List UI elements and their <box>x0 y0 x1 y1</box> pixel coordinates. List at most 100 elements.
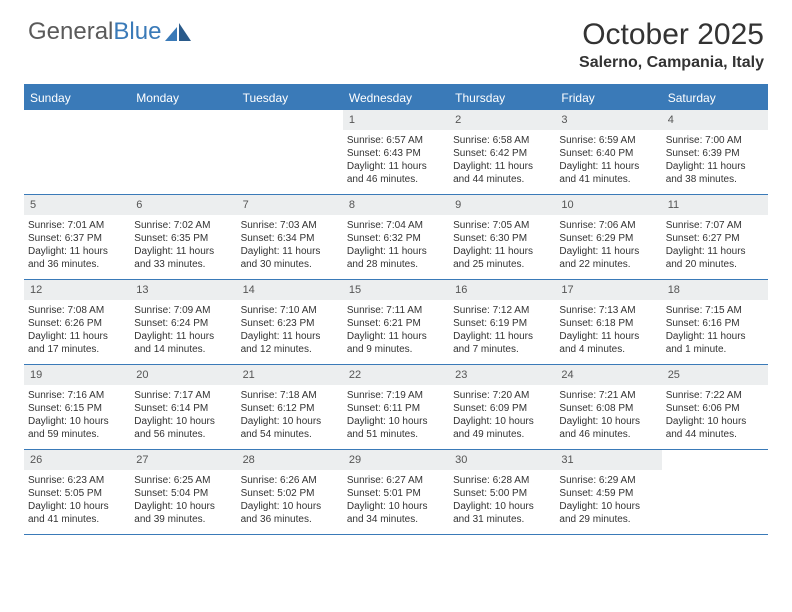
sunrise-line: Sunrise: 6:28 AM <box>453 474 551 487</box>
day-cell: 30Sunrise: 6:28 AMSunset: 5:00 PMDayligh… <box>449 450 555 534</box>
sunset-line: Sunset: 6:27 PM <box>666 232 764 245</box>
sunrise-line: Sunrise: 6:57 AM <box>347 134 445 147</box>
daylight-line: Daylight: 11 hours and 22 minutes. <box>559 245 657 271</box>
sunrise-line: Sunrise: 6:26 AM <box>241 474 339 487</box>
day-body: Sunrise: 7:09 AMSunset: 6:24 PMDaylight:… <box>130 302 236 360</box>
day-number: 23 <box>449 365 555 385</box>
day-cell: 22Sunrise: 7:19 AMSunset: 6:11 PMDayligh… <box>343 365 449 449</box>
day-body: Sunrise: 7:05 AMSunset: 6:30 PMDaylight:… <box>449 217 555 275</box>
day-number: 13 <box>130 280 236 300</box>
daylight-line: Daylight: 11 hours and 4 minutes. <box>559 330 657 356</box>
daylight-line: Daylight: 11 hours and 28 minutes. <box>347 245 445 271</box>
day-cell: 28Sunrise: 6:26 AMSunset: 5:02 PMDayligh… <box>237 450 343 534</box>
sunrise-line: Sunrise: 6:59 AM <box>559 134 657 147</box>
day-cell: 1Sunrise: 6:57 AMSunset: 6:43 PMDaylight… <box>343 110 449 194</box>
day-cell: 27Sunrise: 6:25 AMSunset: 5:04 PMDayligh… <box>130 450 236 534</box>
sunrise-line: Sunrise: 6:25 AM <box>134 474 232 487</box>
sunset-line: Sunset: 6:14 PM <box>134 402 232 415</box>
day-body: Sunrise: 7:06 AMSunset: 6:29 PMDaylight:… <box>555 217 661 275</box>
day-number: 27 <box>130 450 236 470</box>
week-row: 26Sunrise: 6:23 AMSunset: 5:05 PMDayligh… <box>24 450 768 535</box>
sunset-line: Sunset: 6:39 PM <box>666 147 764 160</box>
day-body: Sunrise: 6:28 AMSunset: 5:00 PMDaylight:… <box>449 472 555 530</box>
sunrise-line: Sunrise: 7:19 AM <box>347 389 445 402</box>
day-cell: 14Sunrise: 7:10 AMSunset: 6:23 PMDayligh… <box>237 280 343 364</box>
day-number: 2 <box>449 110 555 130</box>
day-number: 24 <box>555 365 661 385</box>
sunset-line: Sunset: 6:23 PM <box>241 317 339 330</box>
sunset-line: Sunset: 6:42 PM <box>453 147 551 160</box>
day-number: 12 <box>24 280 130 300</box>
week-row: 12Sunrise: 7:08 AMSunset: 6:26 PMDayligh… <box>24 280 768 365</box>
sunrise-line: Sunrise: 7:10 AM <box>241 304 339 317</box>
daylight-line: Daylight: 10 hours and 46 minutes. <box>559 415 657 441</box>
day-body: Sunrise: 6:57 AMSunset: 6:43 PMDaylight:… <box>343 132 449 190</box>
sunset-line: Sunset: 6:43 PM <box>347 147 445 160</box>
sunrise-line: Sunrise: 7:01 AM <box>28 219 126 232</box>
day-body: Sunrise: 7:19 AMSunset: 6:11 PMDaylight:… <box>343 387 449 445</box>
day-number: 29 <box>343 450 449 470</box>
sunrise-line: Sunrise: 7:00 AM <box>666 134 764 147</box>
week-row: 1Sunrise: 6:57 AMSunset: 6:43 PMDaylight… <box>24 110 768 195</box>
daylight-line: Daylight: 11 hours and 36 minutes. <box>28 245 126 271</box>
day-body: Sunrise: 7:04 AMSunset: 6:32 PMDaylight:… <box>343 217 449 275</box>
sunset-line: Sunset: 6:34 PM <box>241 232 339 245</box>
sunrise-line: Sunrise: 7:06 AM <box>559 219 657 232</box>
day-cell: 10Sunrise: 7:06 AMSunset: 6:29 PMDayligh… <box>555 195 661 279</box>
sunrise-line: Sunrise: 7:20 AM <box>453 389 551 402</box>
sunset-line: Sunset: 6:21 PM <box>347 317 445 330</box>
day-cell: 3Sunrise: 6:59 AMSunset: 6:40 PMDaylight… <box>555 110 661 194</box>
daylight-line: Daylight: 10 hours and 59 minutes. <box>28 415 126 441</box>
sunset-line: Sunset: 6:29 PM <box>559 232 657 245</box>
sunset-line: Sunset: 5:05 PM <box>28 487 126 500</box>
day-number: 4 <box>662 110 768 130</box>
daylight-line: Daylight: 10 hours and 44 minutes. <box>666 415 764 441</box>
sunrise-line: Sunrise: 7:17 AM <box>134 389 232 402</box>
day-cell: 18Sunrise: 7:15 AMSunset: 6:16 PMDayligh… <box>662 280 768 364</box>
day-cell <box>24 110 130 194</box>
logo-sail-icon <box>165 23 191 41</box>
sunset-line: Sunset: 6:35 PM <box>134 232 232 245</box>
daylight-line: Daylight: 10 hours and 41 minutes. <box>28 500 126 526</box>
day-body: Sunrise: 6:26 AMSunset: 5:02 PMDaylight:… <box>237 472 343 530</box>
calendar: SundayMondayTuesdayWednesdayThursdayFrid… <box>24 84 768 535</box>
daylight-line: Daylight: 10 hours and 54 minutes. <box>241 415 339 441</box>
daylight-line: Daylight: 11 hours and 20 minutes. <box>666 245 764 271</box>
day-number: 5 <box>24 195 130 215</box>
daylight-line: Daylight: 10 hours and 29 minutes. <box>559 500 657 526</box>
daylight-line: Daylight: 11 hours and 12 minutes. <box>241 330 339 356</box>
sunset-line: Sunset: 5:00 PM <box>453 487 551 500</box>
day-number: 7 <box>237 195 343 215</box>
logo-text: GeneralBlue <box>28 18 161 46</box>
day-body: Sunrise: 7:07 AMSunset: 6:27 PMDaylight:… <box>662 217 768 275</box>
daylight-line: Daylight: 10 hours and 51 minutes. <box>347 415 445 441</box>
day-cell: 6Sunrise: 7:02 AMSunset: 6:35 PMDaylight… <box>130 195 236 279</box>
sunset-line: Sunset: 6:18 PM <box>559 317 657 330</box>
header: GeneralBlue October 2025 Salerno, Campan… <box>0 0 792 72</box>
day-cell <box>662 450 768 534</box>
day-number: 18 <box>662 280 768 300</box>
daylight-line: Daylight: 11 hours and 44 minutes. <box>453 160 551 186</box>
sunrise-line: Sunrise: 7:11 AM <box>347 304 445 317</box>
day-cell: 24Sunrise: 7:21 AMSunset: 6:08 PMDayligh… <box>555 365 661 449</box>
day-header: Tuesday <box>237 86 343 110</box>
sunset-line: Sunset: 6:06 PM <box>666 402 764 415</box>
sunset-line: Sunset: 6:09 PM <box>453 402 551 415</box>
sunrise-line: Sunrise: 7:21 AM <box>559 389 657 402</box>
logo-word1: General <box>28 18 113 45</box>
day-number: 3 <box>555 110 661 130</box>
day-cell: 25Sunrise: 7:22 AMSunset: 6:06 PMDayligh… <box>662 365 768 449</box>
title-block: October 2025 Salerno, Campania, Italy <box>579 18 764 72</box>
day-number: 19 <box>24 365 130 385</box>
day-header: Wednesday <box>343 86 449 110</box>
sunrise-line: Sunrise: 7:09 AM <box>134 304 232 317</box>
day-cell: 23Sunrise: 7:20 AMSunset: 6:09 PMDayligh… <box>449 365 555 449</box>
daylight-line: Daylight: 11 hours and 7 minutes. <box>453 330 551 356</box>
week-row: 19Sunrise: 7:16 AMSunset: 6:15 PMDayligh… <box>24 365 768 450</box>
sunset-line: Sunset: 5:02 PM <box>241 487 339 500</box>
sunrise-line: Sunrise: 7:04 AM <box>347 219 445 232</box>
daylight-line: Daylight: 11 hours and 17 minutes. <box>28 330 126 356</box>
sunset-line: Sunset: 6:11 PM <box>347 402 445 415</box>
day-cell: 16Sunrise: 7:12 AMSunset: 6:19 PMDayligh… <box>449 280 555 364</box>
logo-word2: Blue <box>113 18 161 45</box>
